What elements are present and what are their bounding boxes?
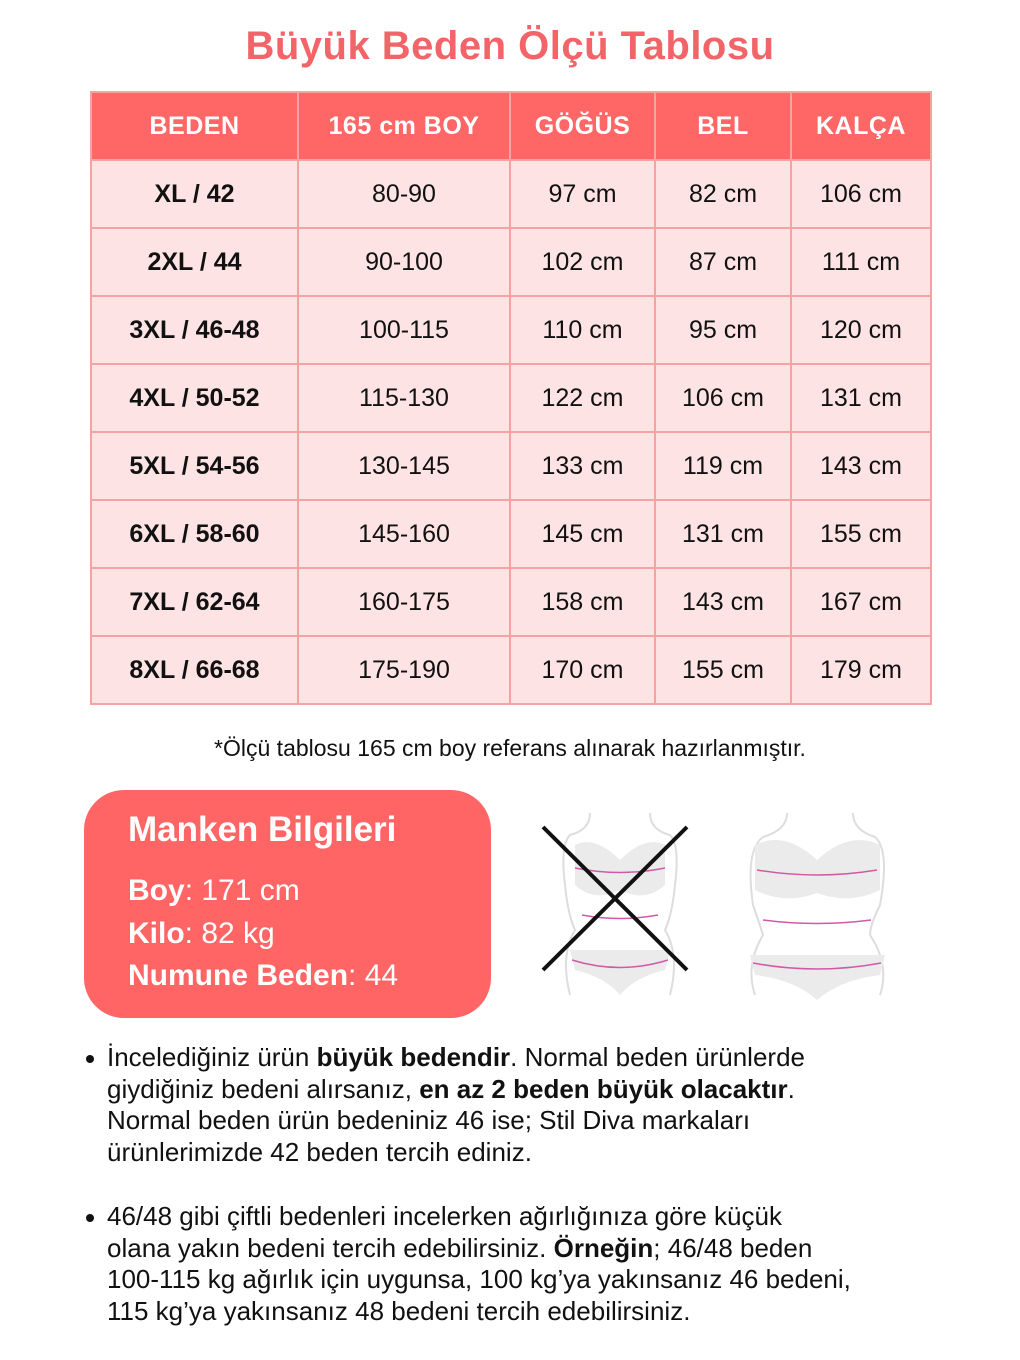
size-cell: 8XL / 66-68	[90, 635, 299, 705]
text: . Normal beden ürünlerde	[510, 1042, 805, 1072]
value-cell: 106 cm	[654, 363, 792, 433]
bullet-line: 46/48 gibi çiftli bedenleri incelerken a…	[107, 1201, 851, 1233]
text: ürünlerimizde 42 beden tercih ediniz.	[107, 1137, 532, 1168]
bold-text: büyük bedendir	[316, 1042, 511, 1072]
value: : 171 cm	[184, 874, 300, 907]
bullet-item: İncelediğiniz ürün büyük bedendir. Norma…	[84, 1042, 851, 1169]
value-cell: 167 cm	[790, 567, 932, 637]
bold-text: en az 2 beden büyük olacaktır	[419, 1073, 788, 1104]
page-title: Büyük Beden Ölçü Tablosu	[245, 24, 775, 68]
value-cell: 143 cm	[654, 567, 792, 637]
size-cell: 4XL / 50-52	[90, 363, 299, 433]
table-row: 7XL / 62-64 160-175 158 cm 143 cm 167 cm	[90, 567, 932, 637]
column-header: 165 cm BOY	[297, 91, 511, 161]
value-cell: 95 cm	[654, 295, 792, 365]
body-outline-measure-icon	[749, 812, 885, 1000]
value-cell: 115-130	[297, 363, 511, 433]
size-cell: 5XL / 54-56	[90, 431, 299, 501]
value-cell: 97 cm	[509, 159, 656, 229]
size-table: BEDEN 165 cm BOY GÖĞÜS BEL KALÇA XL / 42 80-9…	[90, 91, 932, 705]
value-cell: 179 cm	[790, 635, 932, 705]
value-cell: 133 cm	[509, 431, 656, 501]
bullet-line: İncelediğiniz ürün büyük bedendir. Norma…	[107, 1042, 851, 1074]
column-header: GÖĞÜS	[509, 91, 656, 161]
size-cell: 7XL / 62-64	[90, 567, 299, 637]
text: .	[787, 1073, 795, 1104]
text: 100-115 kg ağırlık için uygunsa, 100 kg’…	[107, 1264, 851, 1295]
value-cell: 110 cm	[509, 295, 656, 365]
value-cell: 170 cm	[509, 635, 656, 705]
value-cell: 155 cm	[790, 499, 932, 569]
value-cell: 160-175	[297, 567, 511, 637]
value-cell: 131 cm	[654, 499, 792, 569]
value-cell: 82 cm	[654, 159, 792, 229]
text: ; 46/48 beden	[653, 1232, 813, 1263]
value-cell: 175-190	[297, 635, 511, 705]
text: 46/48 gibi çiftli bedenleri incelerken a…	[107, 1200, 782, 1231]
model-info-card: Manken Bilgileri Boy: 171 cm Kilo: 82 kg…	[84, 790, 491, 1018]
column-header: BEDEN	[90, 91, 299, 161]
model-info-title: Manken Bilgileri	[128, 810, 397, 849]
value-cell: 119 cm	[654, 431, 792, 501]
bullet-item: 46/48 gibi çiftli bedenleri incelerken a…	[84, 1201, 851, 1328]
value-cell: 87 cm	[654, 227, 792, 297]
text: olana yakın bedeni tercih edebilirsiniz.	[107, 1232, 554, 1263]
value-cell: 155 cm	[654, 635, 792, 705]
bullet-line: 100-115 kg ağırlık için uygunsa, 100 kg’…	[107, 1264, 851, 1296]
label: Boy	[128, 874, 185, 907]
bullet-dot-icon	[86, 1055, 94, 1063]
value-cell: 90-100	[297, 227, 511, 297]
text: 115 kg’ya yakınsanız 48 bedeni tercih ed…	[107, 1295, 691, 1326]
column-header: KALÇA	[790, 91, 932, 161]
value: : 82 kg	[184, 917, 275, 950]
size-cell: 2XL / 44	[90, 227, 299, 297]
value-cell: 145-160	[297, 499, 511, 569]
table-note: *Ölçü tablosu 165 cm boy referans alınar…	[214, 735, 806, 761]
table-header-row: BEDEN 165 cm BOY GÖĞÜS BEL KALÇA	[90, 91, 932, 161]
body-outline-crossed-icon	[541, 812, 689, 996]
value-cell: 120 cm	[790, 295, 932, 365]
table-row: 4XL / 50-52 115-130 122 cm 106 cm 131 cm	[90, 363, 932, 433]
value-cell: 145 cm	[509, 499, 656, 569]
column-header: BEL	[654, 91, 792, 161]
text: İncelediğiniz ürün	[107, 1042, 317, 1072]
text: giydiğiniz bedeni alırsanız,	[107, 1073, 420, 1104]
value-cell: 80-90	[297, 159, 511, 229]
size-cell: XL / 42	[90, 159, 299, 229]
bullet-dot-icon	[86, 1213, 94, 1222]
bullet-line: 115 kg’ya yakınsanız 48 bedeni tercih ed…	[107, 1296, 851, 1328]
value-cell: 100-115	[297, 295, 511, 365]
size-cell: 6XL / 58-60	[90, 499, 299, 569]
model-weight: Kilo: 82 kg	[128, 917, 275, 951]
bullet-line: ürünlerimizde 42 beden tercih ediniz.	[107, 1137, 851, 1169]
bullet-line: Normal beden ürün bedeniniz 46 ise; Stil…	[107, 1105, 851, 1137]
value-cell: 106 cm	[790, 159, 932, 229]
info-bullets: İncelediğiniz ürün büyük bedendir. Norma…	[84, 1042, 851, 1360]
bullet-line: giydiğiniz bedeni alırsanız, en az 2 bed…	[107, 1074, 851, 1106]
value-cell: 143 cm	[790, 431, 932, 501]
table-row: 8XL / 66-68 175-190 170 cm 155 cm 179 cm	[90, 635, 932, 705]
model-height: Boy: 171 cm	[128, 874, 300, 908]
value-cell: 131 cm	[790, 363, 932, 433]
table-row: 2XL / 44 90-100 102 cm 87 cm 111 cm	[90, 227, 932, 297]
label: Kilo	[128, 917, 185, 950]
value-cell: 122 cm	[509, 363, 656, 433]
table-row: XL / 42 80-90 97 cm 82 cm 106 cm	[90, 159, 932, 229]
value-cell: 111 cm	[790, 227, 932, 297]
value: : 44	[348, 959, 399, 992]
table-row: 6XL / 58-60 145-160 145 cm 131 cm 155 cm	[90, 499, 932, 569]
table-row: 5XL / 54-56 130-145 133 cm 119 cm 143 cm	[90, 431, 932, 501]
bullet-line: olana yakın bedeni tercih edebilirsiniz.…	[107, 1233, 851, 1265]
value-cell: 102 cm	[509, 227, 656, 297]
value-cell: 158 cm	[509, 567, 656, 637]
table-row: 3XL / 46-48 100-115 110 cm 95 cm 120 cm	[90, 295, 932, 365]
bold-text: Örneğin	[553, 1232, 654, 1263]
size-cell: 3XL / 46-48	[90, 295, 299, 365]
text: Normal beden ürün bedeniniz 46 ise; Stil…	[107, 1105, 751, 1136]
label: Numune Beden	[128, 959, 349, 992]
model-sample-size: Numune Beden: 44	[128, 959, 398, 993]
value-cell: 130-145	[297, 431, 511, 501]
